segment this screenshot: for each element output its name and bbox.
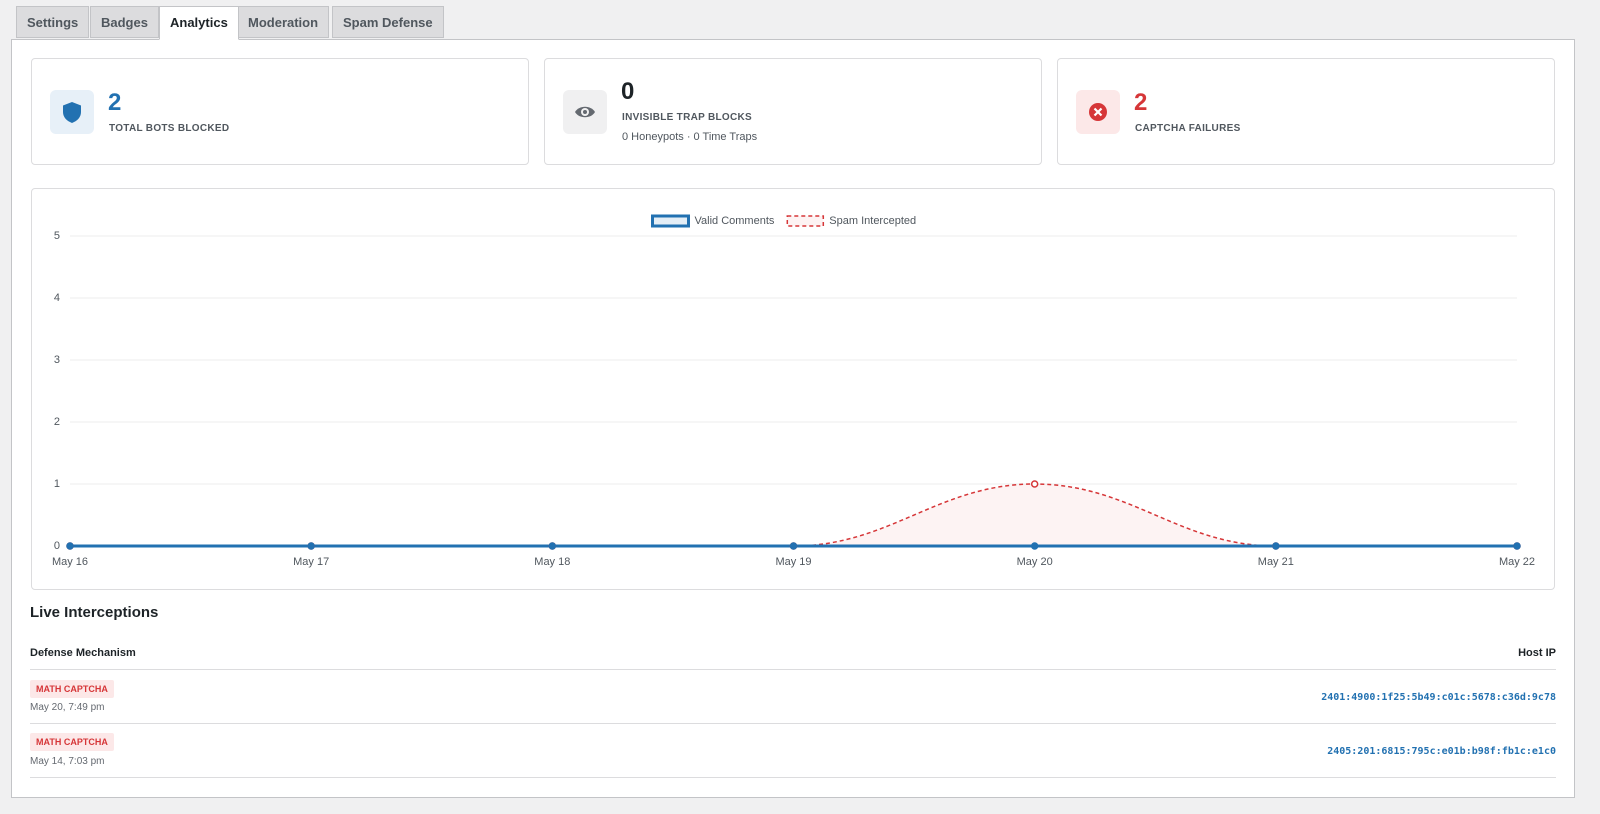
- y-tick-label: 1: [54, 478, 60, 490]
- icon: [563, 90, 607, 134]
- stat-value: 0: [621, 78, 635, 105]
- column-header: Host IP: [1518, 647, 1556, 659]
- stat-card: 0 INVISIBLE TRAP BLOCKS 0 Honeypots · 0 …: [544, 58, 1042, 165]
- legend-label: Valid Comments: [695, 215, 775, 227]
- point: [307, 542, 315, 550]
- tab[interactable]: Moderation: [237, 6, 330, 38]
- point: [1272, 542, 1280, 550]
- stat-card: 2 TOTAL BOTS BLOCKED: [31, 58, 529, 165]
- stat-label: CAPTCHA FAILURES: [1135, 123, 1241, 134]
- column-header: Defense Mechanism: [30, 647, 136, 659]
- y-tick-label: 4: [54, 292, 60, 304]
- x-tick-label: May 17: [293, 556, 329, 568]
- x-icon: [1089, 103, 1107, 121]
- legend-label: Spam Intercepted: [829, 215, 916, 227]
- mechanism-badge: MATH CAPTCHA: [30, 680, 114, 698]
- host-ip: 2401:4900:1f25:5b49:c01c:5678:c36d:9c78: [1321, 692, 1556, 703]
- x-tick-label: May 22: [1499, 556, 1535, 568]
- stat-value: 2: [1134, 89, 1148, 116]
- timestamp: May 20, 7:49 pm: [30, 702, 105, 713]
- section-title: Live Interceptions: [30, 604, 159, 621]
- tab[interactable]: Badges: [90, 6, 159, 38]
- stat-value: 2: [108, 89, 122, 116]
- y-tick-label: 3: [54, 354, 60, 366]
- shield-icon: [63, 102, 81, 123]
- row-separator: [30, 669, 1556, 670]
- chart-card: 0 1 2 3 4 5 May 16 May 17 May 18 May 19 May 20 May …: [31, 188, 1555, 590]
- point: [66, 542, 74, 550]
- icon: [50, 90, 94, 134]
- point: [1030, 542, 1039, 550]
- point: [1513, 542, 1521, 550]
- y-tick-label: 2: [54, 416, 60, 428]
- stat-note: 0 Honeypots · 0 Time Traps: [622, 131, 758, 143]
- mechanism-badge: MATH CAPTCHA: [30, 733, 114, 751]
- stat-label: TOTAL BOTS BLOCKED: [109, 123, 230, 134]
- stat-card: 2 CAPTCHA FAILURES: [1057, 58, 1555, 165]
- tab[interactable]: Analytics: [159, 6, 239, 40]
- x-tick-label: May 21: [1258, 556, 1294, 568]
- y-tick-label: 5: [54, 230, 60, 242]
- x-tick-label: May 18: [534, 556, 570, 568]
- line: [70, 483, 1517, 547]
- point: [1030, 480, 1039, 488]
- timestamp: May 14, 7:03 pm: [30, 756, 105, 767]
- legend-swatch: [786, 215, 825, 227]
- point: [789, 542, 798, 550]
- legend-swatch: [651, 214, 690, 228]
- row-separator: [30, 723, 1556, 724]
- tab[interactable]: Spam Defense: [332, 6, 444, 38]
- chart: 0 1 2 3 4 5 May 16 May 17 May 18 May 19 May 20 May …: [52, 214, 1535, 568]
- x-tick-label: May 16: [52, 556, 88, 568]
- x-tick-label: May 20: [1017, 556, 1053, 568]
- point: [548, 542, 557, 550]
- host-ip: 2405:201:6815:795c:e01b:b98f:fb1c:e1c0: [1327, 746, 1556, 757]
- tab[interactable]: Settings: [16, 6, 90, 38]
- icon: [1076, 90, 1120, 134]
- stat-label: INVISIBLE TRAP BLOCKS: [622, 112, 753, 123]
- y-tick-label: 0: [54, 540, 60, 552]
- row-separator: [30, 777, 1556, 778]
- eye-icon: [575, 106, 595, 118]
- area: [70, 484, 1517, 546]
- x-tick-label: May 19: [775, 556, 811, 568]
